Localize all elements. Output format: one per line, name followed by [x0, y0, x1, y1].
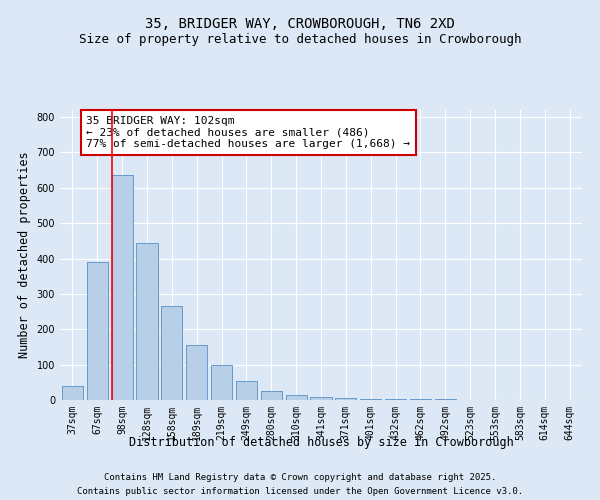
Text: 35, BRIDGER WAY, CROWBOROUGH, TN6 2XD: 35, BRIDGER WAY, CROWBOROUGH, TN6 2XD: [145, 18, 455, 32]
Bar: [286, 394, 307, 400]
Bar: [186, 345, 207, 400]
Bar: [211, 364, 232, 400]
Text: Size of property relative to detached houses in Crowborough: Size of property relative to detached ho…: [79, 32, 521, 46]
Text: Contains HM Land Registry data © Crown copyright and database right 2025.: Contains HM Land Registry data © Crown c…: [104, 473, 496, 482]
Bar: [136, 242, 158, 400]
Bar: [310, 397, 332, 400]
Bar: [112, 176, 133, 400]
Bar: [335, 398, 356, 400]
Text: Contains public sector information licensed under the Open Government Licence v3: Contains public sector information licen…: [77, 486, 523, 496]
Y-axis label: Number of detached properties: Number of detached properties: [18, 152, 31, 358]
Bar: [385, 399, 406, 400]
Bar: [161, 306, 182, 400]
Bar: [261, 391, 282, 400]
Bar: [236, 380, 257, 400]
Bar: [62, 386, 83, 400]
Text: Distribution of detached houses by size in Crowborough: Distribution of detached houses by size …: [128, 436, 514, 449]
Bar: [360, 398, 381, 400]
Text: 35 BRIDGER WAY: 102sqm
← 23% of detached houses are smaller (486)
77% of semi-de: 35 BRIDGER WAY: 102sqm ← 23% of detached…: [86, 116, 410, 149]
Bar: [87, 262, 108, 400]
